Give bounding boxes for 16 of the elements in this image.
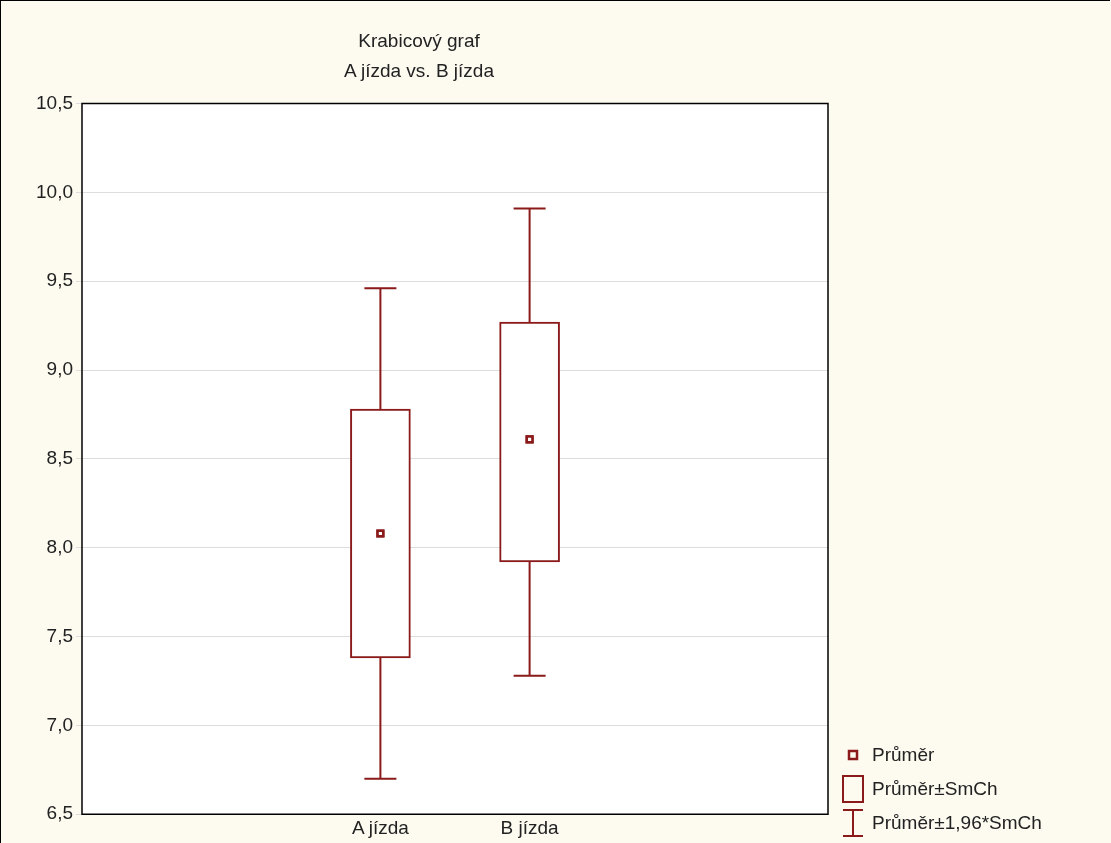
y-tick-label: 10,5 [36, 91, 73, 113]
text: Průměr [872, 744, 935, 766]
x-tick-label: A jízda [351, 816, 410, 838]
y-tick-label: 10,0 [36, 180, 73, 202]
chart-title: Krabicový graf [358, 29, 481, 51]
y-tick-label: 8,0 [46, 535, 73, 557]
text: Průměr±SmCh [872, 778, 998, 800]
y-tick-label: 6,5 [46, 802, 73, 824]
y-tick-label: 9,5 [46, 269, 73, 291]
y-tick-label: 9,0 [46, 358, 73, 380]
y-tick-label: 7,5 [46, 624, 73, 646]
chart-subtitle: A jízda vs. B jízda [344, 60, 495, 82]
y-tick-label: 7,0 [46, 713, 73, 735]
text: Průměr±1,96*SmCh [872, 812, 1042, 834]
y-tick-label: 8,5 [46, 447, 73, 469]
x-tick-label: B jízda [500, 816, 560, 838]
